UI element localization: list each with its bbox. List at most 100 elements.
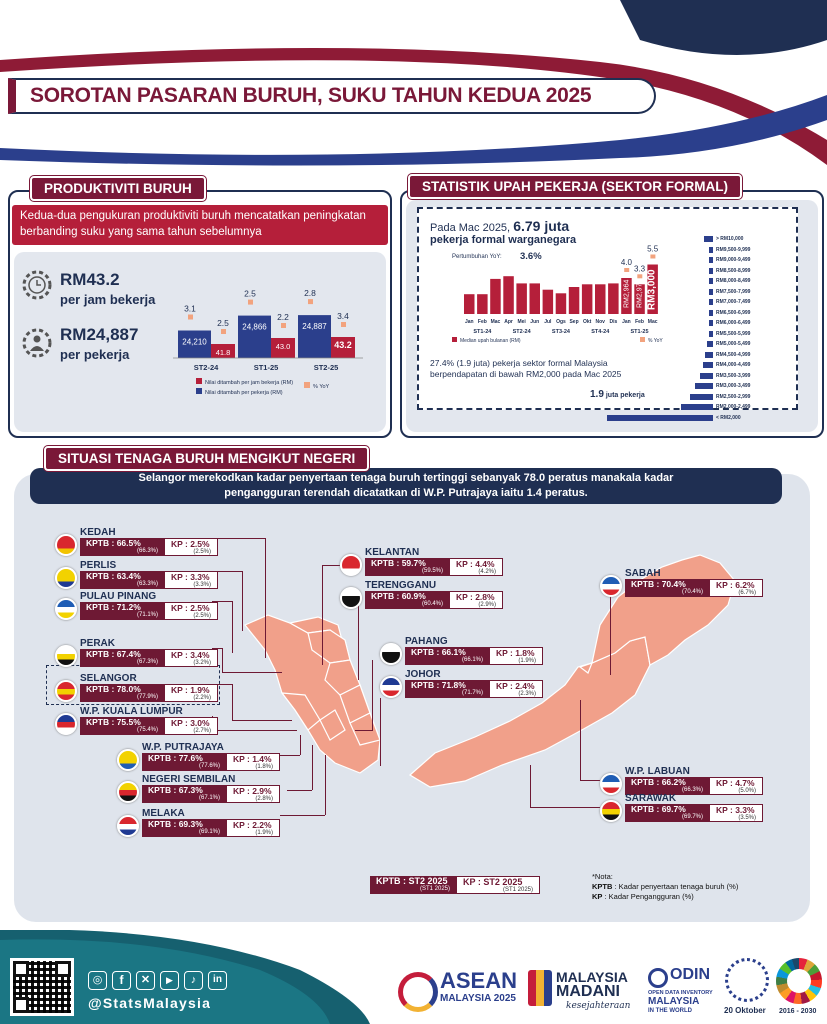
bar-worker <box>178 330 211 358</box>
connector-sabah <box>610 595 611 675</box>
x-icon[interactable]: ✕ <box>136 971 155 990</box>
connector-putrajaya-v <box>300 735 301 755</box>
connector-johor <box>380 698 381 766</box>
note-kp: : Kadar Pengangguran (%) <box>602 892 694 901</box>
facebook-icon[interactable]: f <box>112 971 131 990</box>
state-flag-icon <box>380 676 402 698</box>
median-wage-bar <box>529 283 540 314</box>
distribution-category: < RM2,000 <box>716 414 741 421</box>
state-name: PERLIS <box>80 560 117 571</box>
tiktok-icon[interactable]: ♪ <box>184 971 203 990</box>
state-values: KPTB : 69.7% (69.7%) KP : 3.3% (3.5%) <box>625 804 763 822</box>
distribution-bar <box>709 320 713 327</box>
per-hour-label: per jam bekerja <box>60 292 156 307</box>
month-label: Mac <box>648 319 658 325</box>
distribution-row: RM3,500-3,999 <box>605 371 803 382</box>
median-wage-bar <box>647 264 658 314</box>
distribution-row: RM4,000-4,499 <box>605 360 803 371</box>
madani-text-1: MALAYSIA <box>556 969 628 985</box>
distribution-row: RM6,000-6,499 <box>605 318 803 329</box>
distribution-category: RM3,500-3,999 <box>716 372 751 379</box>
median-wage-bar <box>595 284 606 314</box>
median-wage-bar <box>634 284 645 314</box>
month-label: Feb <box>635 319 644 325</box>
qr-code[interactable] <box>10 958 74 1016</box>
distribution-category: RM7,000-7,499 <box>716 299 751 306</box>
distribution-bar <box>680 404 713 411</box>
state-values: KPTB : 66.1% (66.1%) KP : 1.8% (1.9%) <box>405 647 543 665</box>
under2k-num: 1.9 <box>590 389 604 400</box>
yoy-marker <box>248 299 253 305</box>
state-kp: KP : 2.4% (2.3%) <box>489 680 543 698</box>
state-kp: KP : 1.8% (1.9%) <box>489 647 543 665</box>
state-name: NEGERI SEMBILAN <box>142 774 236 785</box>
bar-hour <box>271 338 295 358</box>
distribution-category: RM3,000-3,499 <box>716 383 751 390</box>
wage-note: 27.4% (1.9 juta) pekerja sektor formal M… <box>430 358 622 379</box>
state-kptb: KPTB : 66.1% (66.1%) <box>405 647 489 665</box>
wage-headline-num: 6.79 juta <box>513 218 570 234</box>
per-worker-label: per pekerja <box>60 347 130 362</box>
social-handle[interactable]: @StatsMalaysia <box>88 995 212 1011</box>
distribution-row: RM5,500-5,999 <box>605 329 803 340</box>
social-icons: ◎ f ✕ ▶ ♪ in <box>88 971 227 990</box>
state-card: PERAK KPTB : 67.4% (67.3%) KP : 3.4% (3.2%… <box>55 638 218 667</box>
distribution-category: > RM10,000 <box>716 236 744 243</box>
distribution-category: RM8,500-8,999 <box>716 267 751 274</box>
wage-headline: Pada Mac 2025, 6.79 juta pekerja formal … <box>430 218 576 246</box>
connector-perak-v <box>222 648 223 672</box>
state-name: TERENGGANU <box>365 580 437 591</box>
linkedin-icon[interactable]: in <box>208 971 227 990</box>
state-flag-icon <box>600 800 622 822</box>
distribution-bar <box>705 351 713 358</box>
wage-headline-pre: Pada Mac 2025, <box>430 222 511 234</box>
median-wage-bar <box>516 283 527 314</box>
median-wage-bar <box>555 293 567 314</box>
state-kptb: KPTB : 77.6% (77.6%) <box>142 753 226 771</box>
state-flag-icon <box>55 598 77 620</box>
median-wage-bar <box>621 278 632 314</box>
month-label: Dis <box>609 319 617 325</box>
state-values: KPTB : 78.0% (77.9%) KP : 1.9% (2.2%) <box>80 684 218 702</box>
state-card: W.P. PUTRAJAYA KPTB : 77.6% (77.6%) KP : … <box>117 742 280 771</box>
distribution-bar <box>709 309 713 316</box>
distribution-row: RM2,500-2,999 <box>605 392 803 403</box>
yoy-value: 3.6% <box>520 251 542 262</box>
instagram-icon[interactable]: ◎ <box>88 971 107 990</box>
wage-heading: STATISTIK UPAH PEKERJA (SEKTOR FORMAL) <box>408 174 743 199</box>
bar-hour-label: 41.8 <box>216 348 231 357</box>
yoy-marker <box>637 274 643 279</box>
month-label: Mac <box>491 319 501 325</box>
state-name: W.P. PUTRAJAYA <box>142 742 224 753</box>
median-wage-bar <box>490 278 501 314</box>
pct-legend: % YoY <box>648 338 663 344</box>
median-wage-bar <box>581 284 593 314</box>
median-value-label: RM2,964 <box>623 279 630 308</box>
distribution-bar <box>689 393 713 400</box>
odin-sub-1: OPEN DATA INVENTORY <box>648 990 713 996</box>
bar-hour-label: 43.2 <box>334 340 352 350</box>
distribution-row: RM3,000-3,499 <box>605 381 803 392</box>
bar-worker-label: 24,887 <box>302 322 327 331</box>
asean-sub: MALAYSIA 2025 <box>440 993 516 1004</box>
yoy-label: 5.5 <box>647 245 659 254</box>
connector-melaka <box>280 815 325 816</box>
state-kp: KP : 4.4% (4.2%) <box>449 558 503 576</box>
state-kp: KP : 2.8% (2.9%) <box>449 591 503 609</box>
month-label: Apr <box>504 319 513 325</box>
distribution-bar <box>704 236 713 243</box>
world-stats-day-icon <box>725 958 769 1002</box>
distribution-category: RM9,000-9,499 <box>716 257 751 264</box>
state-name: SELANGOR <box>80 673 137 684</box>
madani-text-2: MADANI <box>556 983 620 1000</box>
distribution-bar <box>699 372 713 379</box>
quarter-label: ST1-25 <box>631 329 649 335</box>
gear-person-icon <box>22 328 52 358</box>
asean-logo-icon <box>398 972 438 1012</box>
state-card: MELAKA KPTB : 69.3% (69.1%) KP : 2.2% (1.9… <box>117 808 280 837</box>
youtube-icon[interactable]: ▶ <box>160 971 179 990</box>
productivity-heading: PRODUKTIVITI BURUH <box>30 176 206 201</box>
asean-text: ASEAN <box>440 968 518 993</box>
quarter-label: ST3-24 <box>552 329 571 335</box>
yoy-marker <box>188 314 193 320</box>
